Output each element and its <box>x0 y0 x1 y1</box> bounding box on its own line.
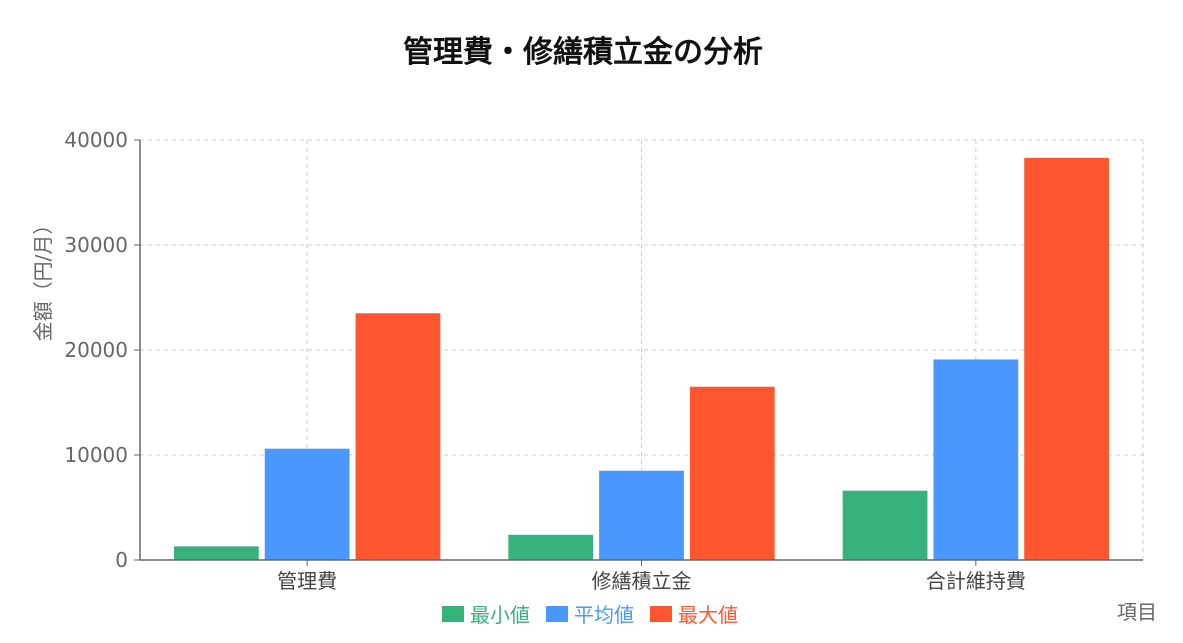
x-tick-label: 修繕積立金 <box>592 569 692 593</box>
legend-swatch <box>650 606 672 622</box>
y-tick-label: 40000 <box>64 128 128 152</box>
legend-label[interactable]: 平均値 <box>574 603 634 627</box>
x-tick-label: 管理費 <box>277 569 337 593</box>
legend-swatch <box>442 606 464 622</box>
bar-0-0[interactable] <box>174 546 259 560</box>
legend-label[interactable]: 最小値 <box>470 603 530 627</box>
x-axis-label: 項目 <box>1117 600 1157 624</box>
bar-0-1[interactable] <box>508 534 594 560</box>
bar-0-2[interactable] <box>842 490 928 560</box>
y-tick-label: 0 <box>115 548 128 572</box>
y-tick-label: 20000 <box>64 338 128 362</box>
legend-swatch <box>546 606 568 622</box>
chart-title: 管理費・修繕積立金の分析 <box>403 35 763 70</box>
y-tick-labels: 0 10000 20000 30000 40000 <box>64 128 140 572</box>
bar-1-0[interactable] <box>264 448 350 560</box>
bars <box>174 157 1109 560</box>
legend: 最小値 平均値 最大値 <box>442 603 738 627</box>
y-tick-label: 10000 <box>64 443 128 467</box>
bar-2-1[interactable] <box>689 386 775 560</box>
x-tick-labels: 管理費 修繕積立金 合計維持費 <box>277 560 1026 593</box>
bar-2-2[interactable] <box>1024 157 1109 560</box>
y-tick-label: 30000 <box>64 233 128 257</box>
x-tick-label: 合計維持費 <box>926 569 1026 593</box>
bar-1-2[interactable] <box>933 359 1019 560</box>
bar-2-0[interactable] <box>355 313 441 560</box>
bar-1-1[interactable] <box>599 470 684 560</box>
legend-label[interactable]: 最大値 <box>678 603 738 627</box>
y-axis-label: 金額（円/月） <box>31 215 55 342</box>
